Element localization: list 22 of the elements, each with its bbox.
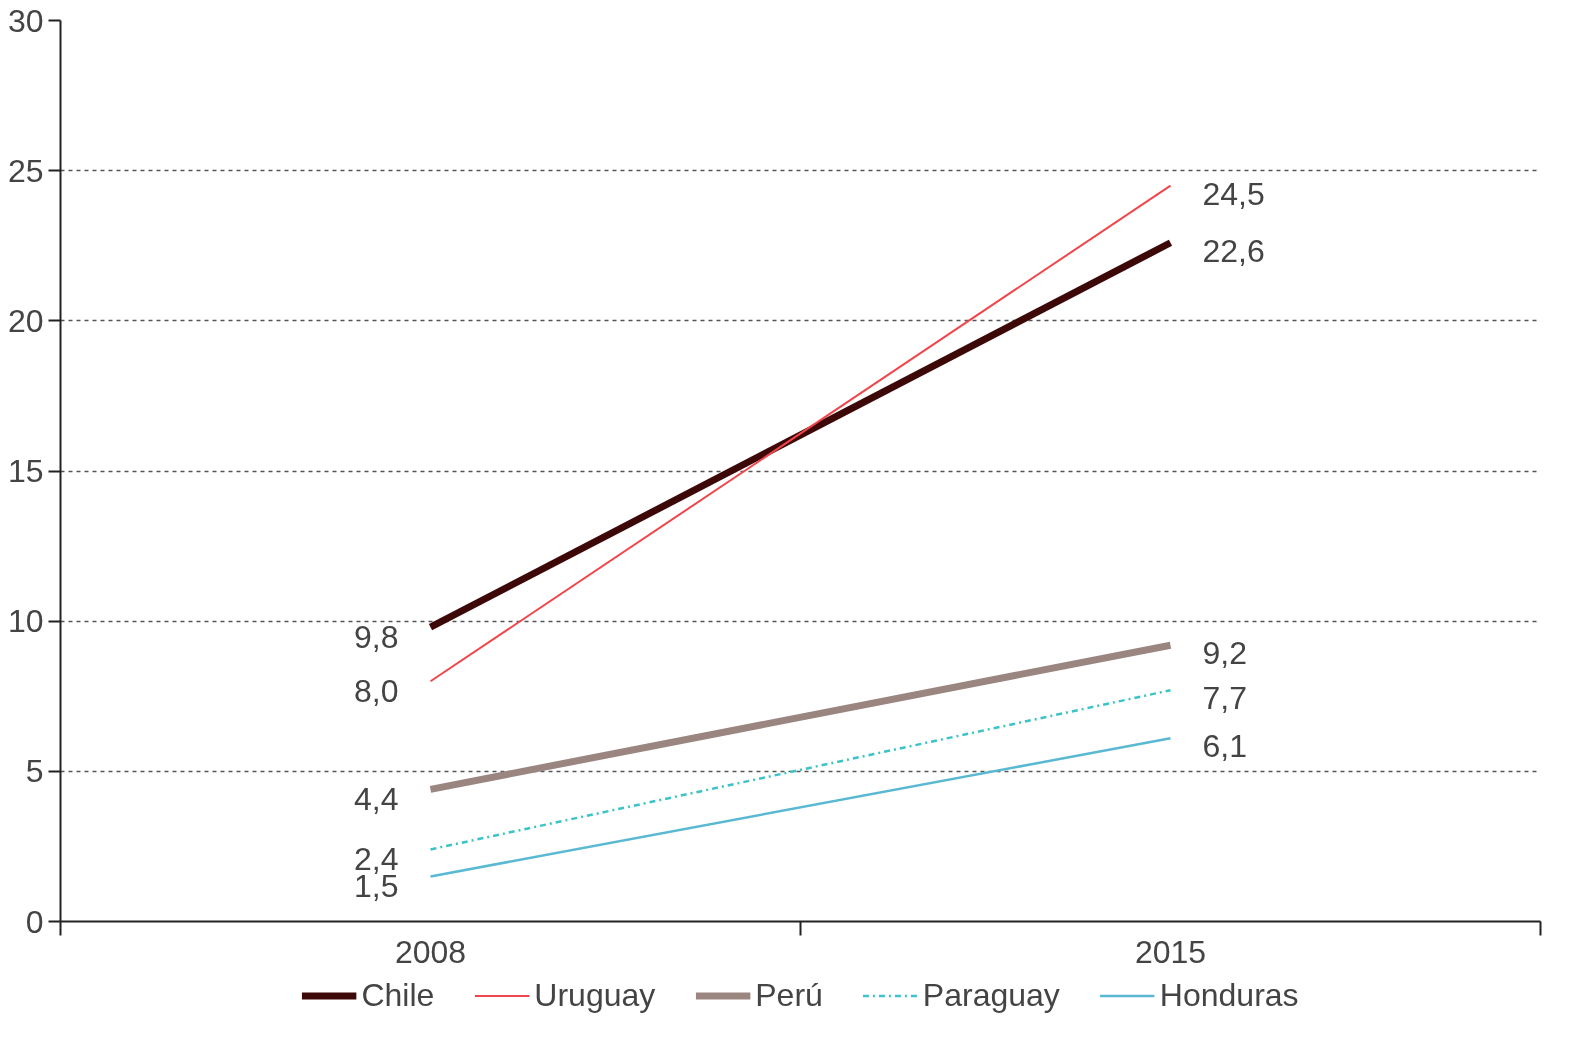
data-label: 4,4 (354, 781, 399, 818)
legend-label: Uruguay (534, 976, 656, 1014)
data-label: 9,8 (354, 619, 399, 656)
legend-label: Honduras (1159, 976, 1299, 1014)
y-tick-label: 15 (7, 453, 44, 489)
y-tick-label: 25 (7, 152, 44, 189)
y-tick-label: 5 (25, 753, 44, 790)
y-tick-label: 20 (7, 302, 44, 339)
x-tick-label: 2015 (1134, 933, 1207, 970)
legend-label: Perú (755, 976, 823, 1014)
y-tick-label: 30 (7, 2, 44, 39)
data-label: 7,7 (1202, 680, 1247, 717)
data-label: 22,6 (1202, 232, 1265, 269)
legend-label: Chile (361, 976, 435, 1014)
data-label: 9,2 (1202, 635, 1247, 672)
legend-label: Paraguay (922, 976, 1060, 1014)
data-label: 24,5 (1202, 175, 1265, 212)
data-label: 8,0 (354, 673, 399, 710)
y-tick-label: 10 (7, 603, 44, 640)
data-label: 6,1 (1202, 728, 1247, 765)
x-tick-label: 2008 (394, 933, 467, 970)
y-tick-label: 0 (25, 903, 44, 940)
